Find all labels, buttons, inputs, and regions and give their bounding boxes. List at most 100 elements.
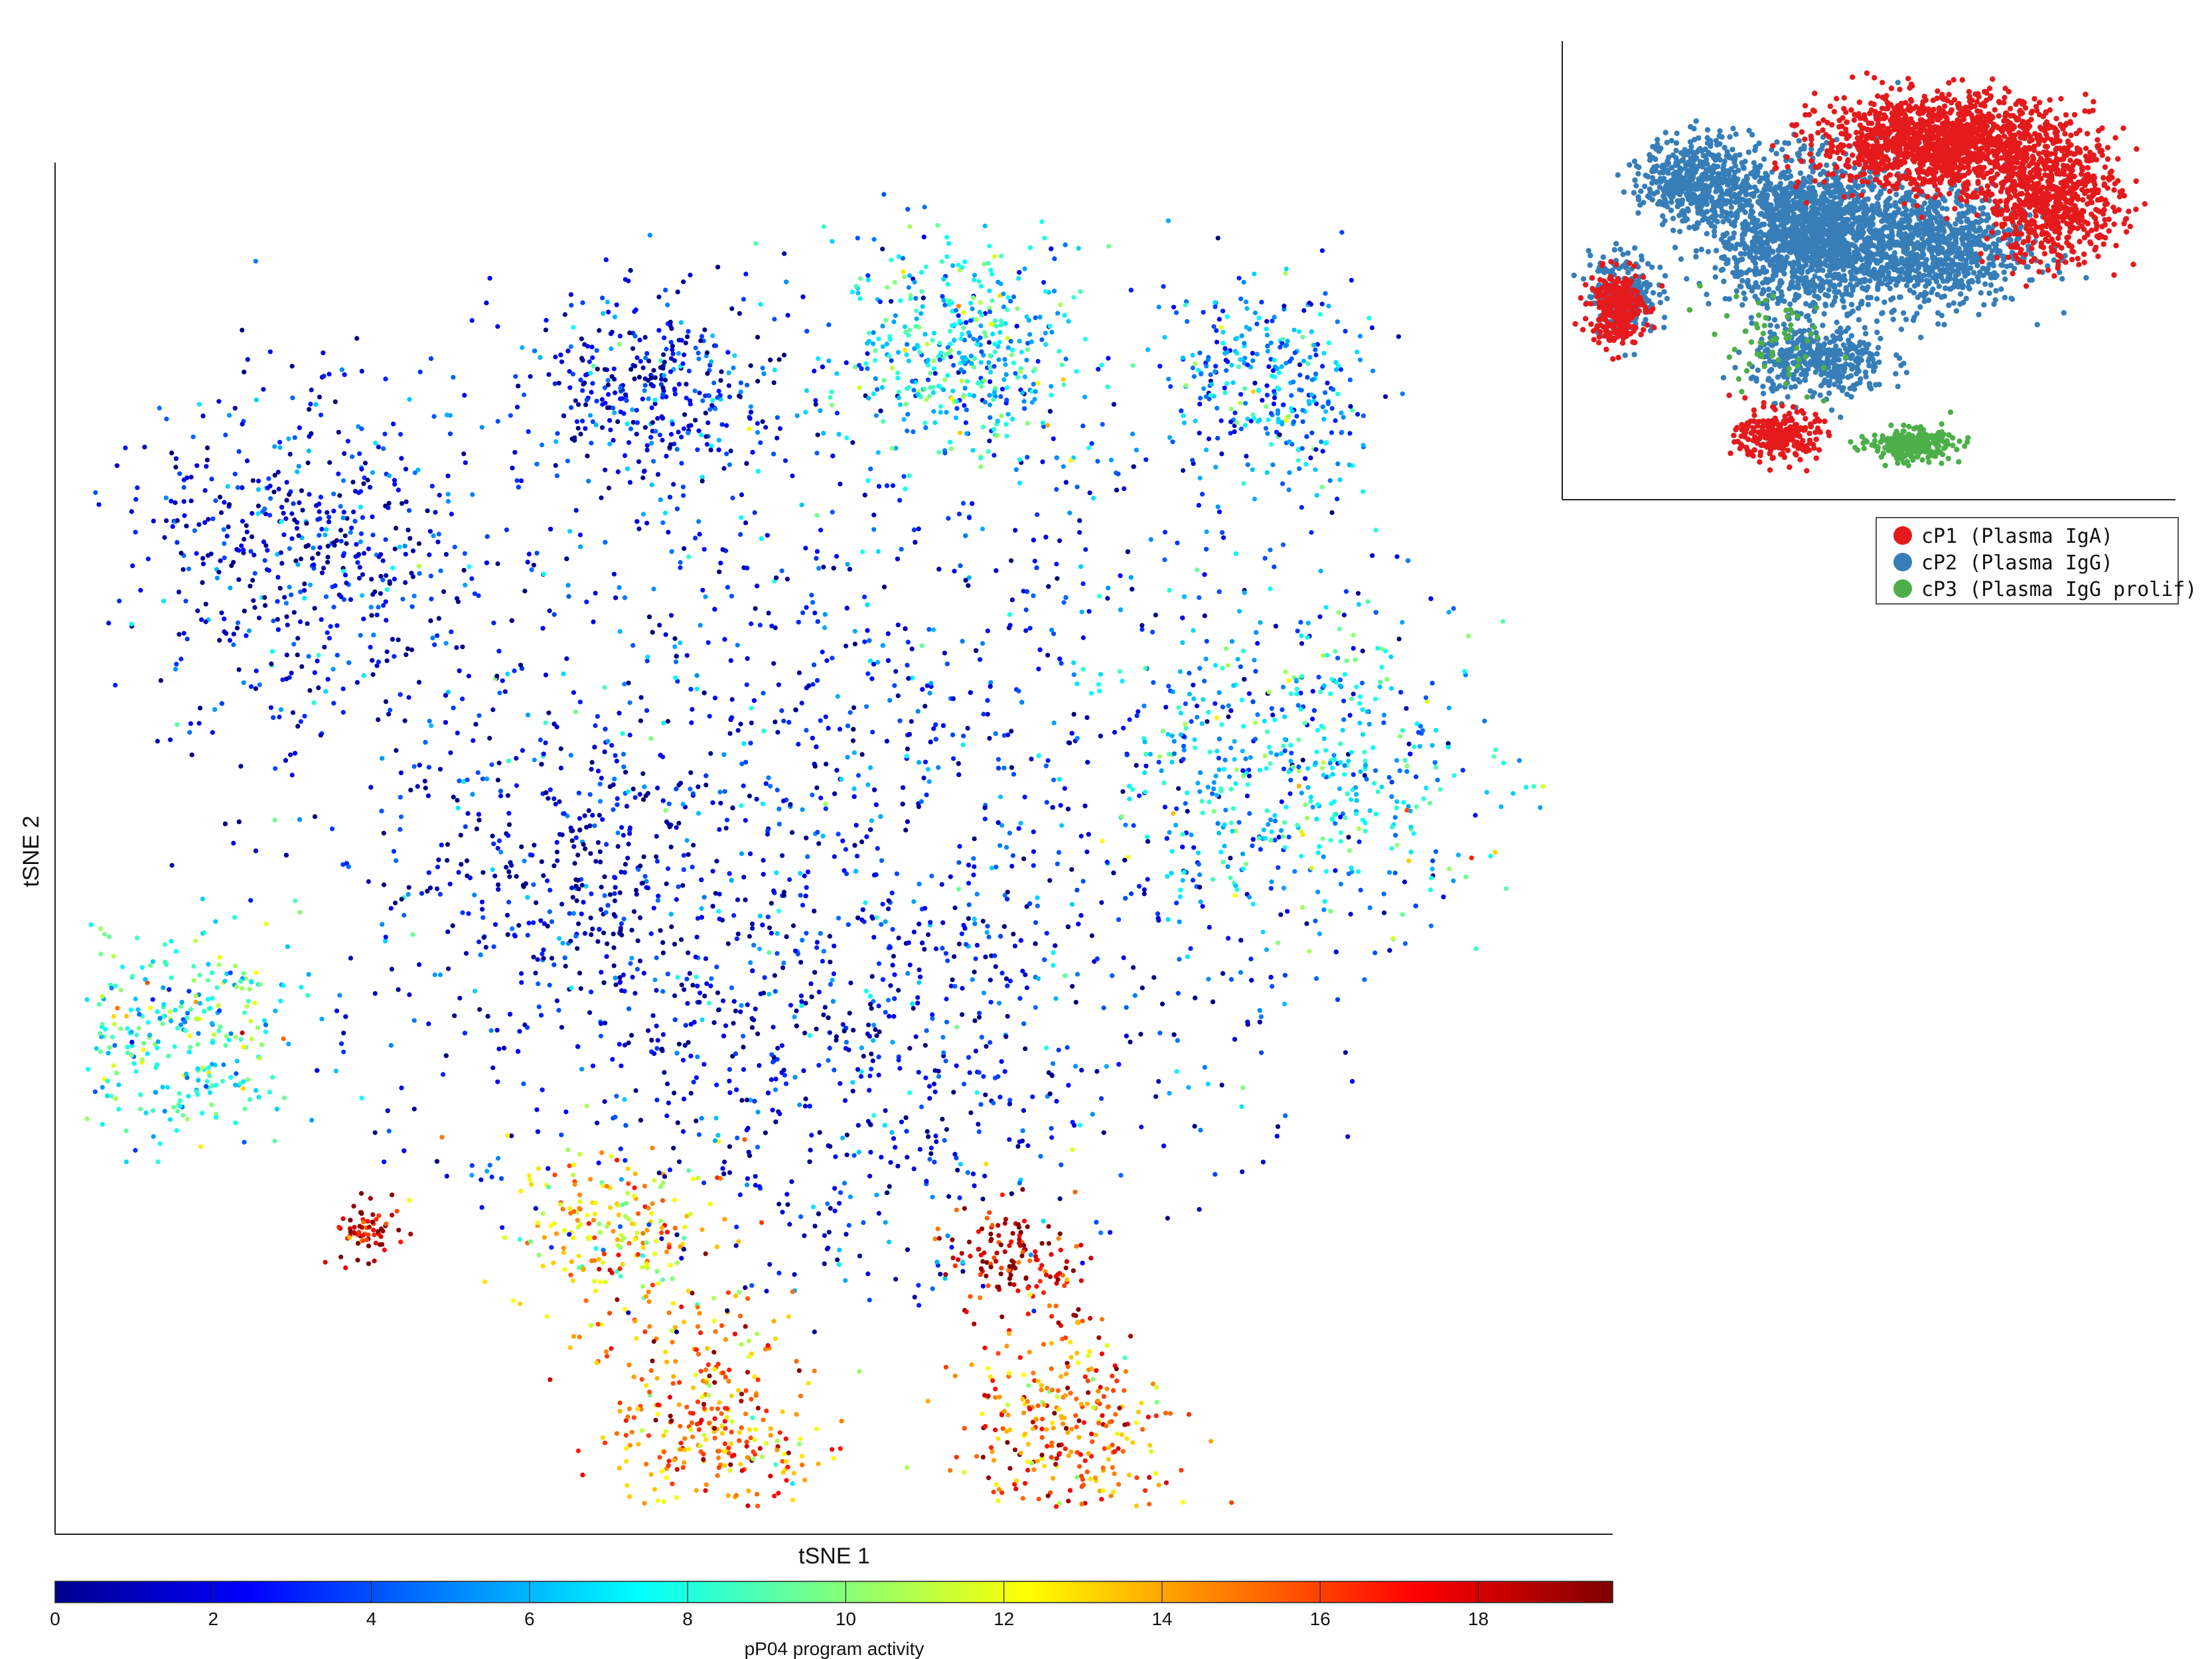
data-point <box>1213 304 1218 309</box>
data-point <box>735 642 740 648</box>
data-point <box>606 392 611 397</box>
data-point <box>465 811 471 816</box>
data-point <box>801 1068 806 1074</box>
data-point <box>1195 567 1200 573</box>
data-point <box>564 656 569 662</box>
data-point <box>1246 691 1252 696</box>
data-point <box>826 725 831 731</box>
data-point <box>952 954 957 960</box>
data-point <box>776 682 781 687</box>
data-point <box>222 541 227 546</box>
data-point <box>226 413 232 418</box>
data-point <box>1074 369 1079 374</box>
data-point <box>457 995 463 1001</box>
data-point <box>281 532 287 538</box>
data-point <box>924 792 929 798</box>
data-point <box>822 625 828 630</box>
data-point <box>274 1106 279 1112</box>
data-point <box>1162 334 1167 340</box>
data-point <box>1394 758 1400 763</box>
data-point <box>651 1338 656 1344</box>
data-point <box>157 405 162 411</box>
data-point <box>1262 719 1267 724</box>
data-point <box>480 915 486 920</box>
data-point <box>1353 785 1359 790</box>
data-point <box>580 1473 585 1478</box>
data-point <box>1180 355 1186 361</box>
data-point <box>325 630 330 636</box>
data-point <box>1404 764 1410 769</box>
data-point <box>602 685 607 690</box>
data-point <box>1286 769 1291 774</box>
data-point <box>1275 385 1280 391</box>
data-point <box>1071 295 1076 300</box>
data-point <box>1121 955 1126 960</box>
data-point <box>845 723 851 729</box>
data-point <box>987 288 992 293</box>
data-point <box>494 1027 500 1033</box>
data-point <box>1230 829 1235 834</box>
data-point <box>912 279 917 285</box>
data-point <box>1197 885 1203 890</box>
data-point <box>302 713 307 719</box>
data-point <box>987 244 992 249</box>
data-point <box>737 1313 743 1319</box>
data-point <box>289 511 295 516</box>
data-point <box>688 423 694 428</box>
data-point <box>1036 753 1041 758</box>
data-point <box>699 877 704 883</box>
data-point <box>865 782 871 788</box>
data-point <box>1248 755 1253 760</box>
data-point <box>312 814 318 820</box>
data-point <box>1238 392 1244 397</box>
data-point <box>765 1090 771 1096</box>
data-point <box>771 380 776 386</box>
data-point <box>426 870 431 875</box>
data-point <box>804 727 809 733</box>
data-point <box>765 828 771 833</box>
data-point <box>287 492 292 497</box>
data-point <box>487 1163 492 1168</box>
data-point <box>1264 383 1270 388</box>
data-point <box>932 1068 938 1073</box>
data-point <box>1197 350 1203 356</box>
data-point <box>151 1134 156 1139</box>
data-point <box>875 660 881 665</box>
data-point <box>368 784 374 790</box>
data-point <box>129 1052 134 1058</box>
data-point <box>772 367 777 373</box>
data-point <box>129 1029 134 1035</box>
data-point <box>1188 946 1193 951</box>
data-point <box>1063 595 1069 601</box>
data-point <box>1003 421 1009 427</box>
data-point <box>1258 847 1263 852</box>
data-point <box>1366 721 1372 727</box>
data-point <box>565 1147 571 1153</box>
data-point <box>1202 572 1207 577</box>
data-point <box>853 823 859 828</box>
data-point <box>250 577 256 583</box>
data-point <box>721 466 727 471</box>
data-point <box>763 1441 769 1446</box>
data-point <box>1266 745 1272 750</box>
data-point <box>923 264 928 269</box>
data-point <box>643 355 648 361</box>
data-point <box>1094 956 1100 962</box>
data-point <box>700 474 705 480</box>
data-point <box>1292 350 1297 356</box>
data-point <box>1367 808 1372 814</box>
data-point <box>317 509 322 514</box>
data-point <box>506 869 512 875</box>
data-point <box>297 910 303 915</box>
data-point <box>1250 467 1255 472</box>
data-point <box>660 437 665 443</box>
data-point <box>727 1170 733 1175</box>
data-point <box>1473 946 1479 952</box>
data-point <box>1163 705 1169 710</box>
data-point <box>410 548 416 553</box>
data-point <box>907 1046 913 1051</box>
data-point <box>1051 436 1056 441</box>
data-point <box>518 1189 524 1194</box>
data-point <box>1511 791 1516 796</box>
data-point <box>290 710 296 715</box>
